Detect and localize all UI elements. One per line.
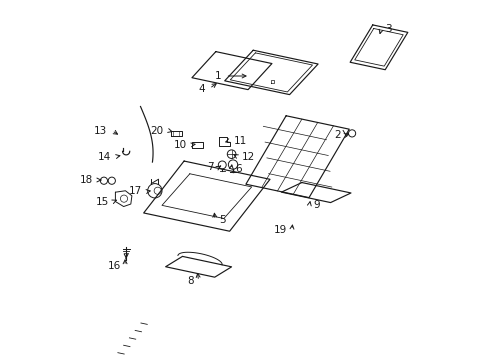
Text: 15: 15 [96, 197, 109, 207]
Text: 4: 4 [198, 84, 204, 94]
Text: 10: 10 [174, 140, 187, 150]
Text: 17: 17 [129, 186, 142, 197]
Text: 3: 3 [385, 24, 391, 35]
Text: 9: 9 [313, 200, 320, 210]
Text: 16: 16 [107, 261, 121, 271]
Text: 7: 7 [207, 162, 214, 172]
Text: 11: 11 [233, 136, 246, 145]
Text: 13: 13 [94, 126, 107, 135]
Text: 1: 1 [214, 71, 221, 81]
Text: 6: 6 [235, 164, 242, 174]
Text: 20: 20 [150, 126, 163, 135]
Text: 2: 2 [334, 130, 341, 140]
Text: 8: 8 [187, 276, 194, 286]
Text: 14: 14 [98, 152, 111, 162]
Text: 5: 5 [219, 215, 225, 225]
Text: 19: 19 [274, 225, 287, 235]
Text: 18: 18 [80, 175, 93, 185]
Text: 12: 12 [242, 152, 255, 162]
